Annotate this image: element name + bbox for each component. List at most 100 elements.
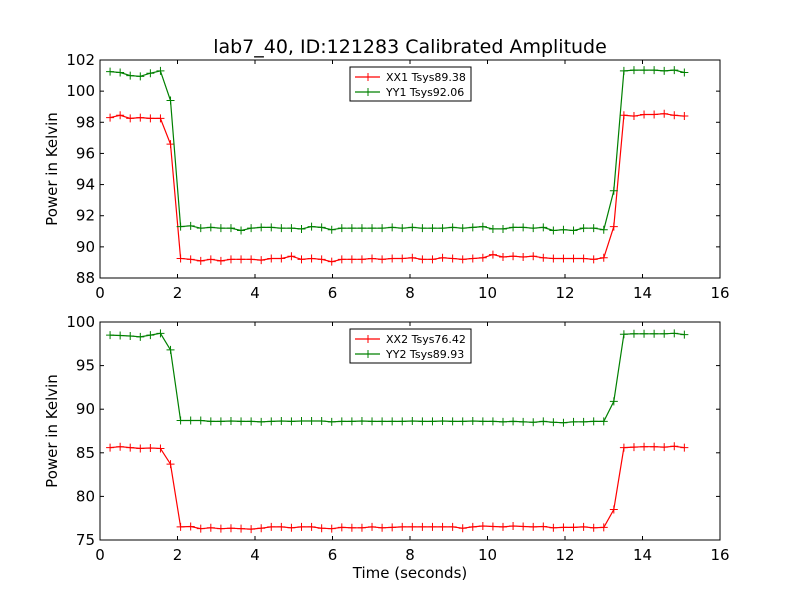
legend-label: YY2 Tsys89.93 — [385, 348, 464, 361]
x-tick-label: 14 — [633, 284, 652, 302]
legend-label: XX1 Tsys89.38 — [386, 71, 466, 84]
data-point — [499, 522, 507, 531]
x-axis-label: Time (seconds) — [352, 564, 468, 582]
data-point — [579, 522, 588, 531]
y-tick-label: 88 — [76, 269, 95, 287]
x-tick-label: 10 — [478, 546, 497, 564]
y-axis-label: Power in Kelvin — [43, 374, 61, 488]
y-tick-label: 102 — [66, 51, 95, 69]
data-point — [670, 111, 679, 120]
y-tick-label: 95 — [76, 357, 95, 375]
data-point — [206, 417, 215, 426]
x-tick-label: 6 — [328, 546, 338, 564]
data-point — [418, 417, 427, 426]
x-tick-label: 2 — [173, 284, 183, 302]
data-point — [277, 522, 286, 531]
data-point — [317, 223, 326, 232]
x-tick-label: 14 — [633, 546, 652, 564]
data-point — [569, 254, 578, 263]
data-point — [357, 224, 366, 233]
data-point — [337, 224, 346, 233]
data-point — [448, 254, 457, 263]
data-point — [640, 442, 649, 451]
y-tick-label: 92 — [76, 207, 95, 225]
y-tick-label: 100 — [66, 82, 95, 100]
data-point — [357, 523, 366, 532]
data-point — [619, 66, 628, 75]
data-point — [337, 417, 346, 426]
data-point — [670, 442, 679, 451]
x-tick-label: 8 — [405, 284, 415, 302]
data-point — [619, 443, 628, 452]
data-point — [357, 255, 366, 264]
x-tick-label: 10 — [478, 284, 497, 302]
data-point — [126, 443, 135, 452]
data-point — [650, 66, 659, 75]
data-point — [126, 71, 135, 80]
data-point — [438, 253, 447, 262]
legend-box — [349, 66, 472, 102]
data-point — [247, 224, 256, 233]
data-point — [519, 417, 528, 426]
data-point — [156, 114, 165, 123]
data-point — [226, 255, 235, 264]
data-point — [629, 66, 638, 75]
y-tick-label: 96 — [76, 144, 95, 162]
x-tick-label: 2 — [173, 546, 183, 564]
data-point — [126, 114, 135, 123]
data-point — [206, 255, 215, 264]
y-tick-label: 94 — [76, 176, 95, 194]
data-point — [287, 252, 296, 261]
data-point — [408, 253, 417, 262]
data-point — [287, 224, 296, 233]
data-point — [347, 255, 356, 264]
data-point — [619, 111, 628, 120]
data-point — [186, 416, 195, 425]
data-point — [216, 224, 225, 233]
data-point — [216, 256, 225, 265]
data-point — [488, 522, 497, 531]
data-point — [398, 224, 407, 233]
data-point — [428, 522, 437, 531]
data-point — [216, 524, 225, 533]
data-point — [126, 331, 135, 340]
data-point — [327, 524, 336, 533]
data-point — [237, 226, 246, 235]
data-point — [166, 96, 175, 105]
data-point — [478, 253, 487, 262]
data-point — [680, 330, 689, 339]
data-point — [226, 224, 235, 233]
data-point — [609, 222, 618, 231]
data-point — [337, 523, 346, 532]
data-point — [488, 250, 497, 259]
data-point — [650, 442, 659, 451]
x-tick-label: 4 — [250, 284, 260, 302]
data-point — [488, 417, 497, 426]
data-point — [468, 254, 477, 263]
data-point — [156, 66, 165, 75]
data-point — [539, 253, 548, 262]
data-point — [529, 418, 538, 427]
data-point — [186, 255, 195, 264]
data-point — [488, 224, 497, 233]
data-point — [247, 255, 256, 264]
data-point — [438, 224, 447, 233]
data-point — [297, 255, 306, 264]
data-point — [116, 331, 125, 340]
data-point — [116, 68, 125, 77]
y-tick-label: 100 — [66, 313, 95, 331]
data-point — [660, 109, 669, 118]
data-point — [206, 523, 215, 532]
plot-bottom: 0 2 4 6 8 10 12 14 16 75 80 85 90 95 100 Power in Kelvi… — [43, 313, 730, 582]
data-point — [317, 416, 326, 425]
data-point — [166, 345, 175, 354]
data-point — [539, 223, 548, 232]
data-point — [216, 417, 225, 426]
data-point — [468, 223, 477, 232]
data-point — [327, 417, 336, 426]
data-point — [458, 417, 467, 426]
data-point — [408, 223, 417, 232]
data-point — [116, 442, 125, 451]
series-line-xx1-tsys89-38 — [109, 113, 685, 263]
data-point — [297, 224, 306, 233]
